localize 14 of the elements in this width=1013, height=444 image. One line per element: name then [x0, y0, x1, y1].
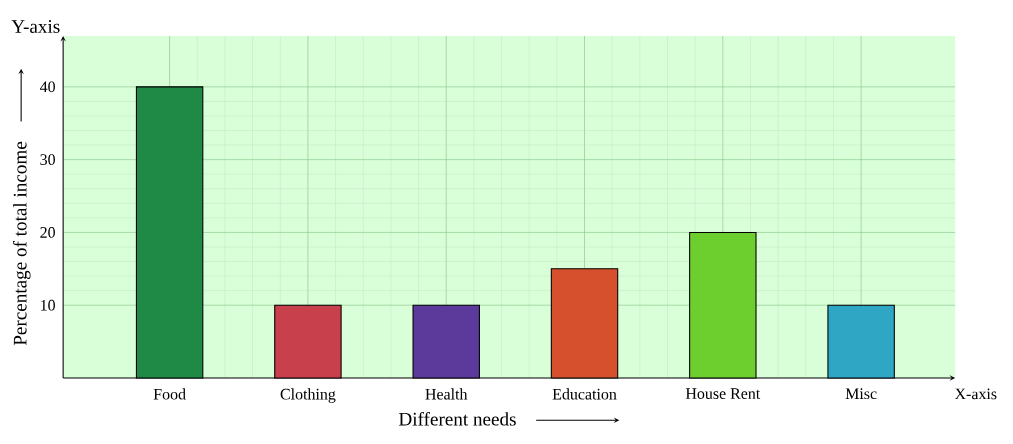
y-tick-label: 40 [39, 81, 55, 93]
x-tick-label: House Rent [685, 388, 761, 399]
x-tick-label: Education [552, 388, 617, 400]
x-tick-label: Misc [845, 388, 877, 399]
y-tick-label: 20 [40, 226, 55, 238]
x-tick-label: Clothing [280, 388, 336, 403]
text: X-axis [954, 388, 997, 400]
y-axis-title: Percentage of total income [12, 141, 31, 346]
text: Y-axis [11, 20, 60, 33]
x-tick-label: Food [153, 388, 186, 400]
y-tick-label: 30 [40, 154, 55, 165]
x-tick-label: Health [425, 388, 468, 400]
y-tick-label: 10 [41, 299, 55, 311]
x-axis-title: Different needs [398, 411, 516, 426]
